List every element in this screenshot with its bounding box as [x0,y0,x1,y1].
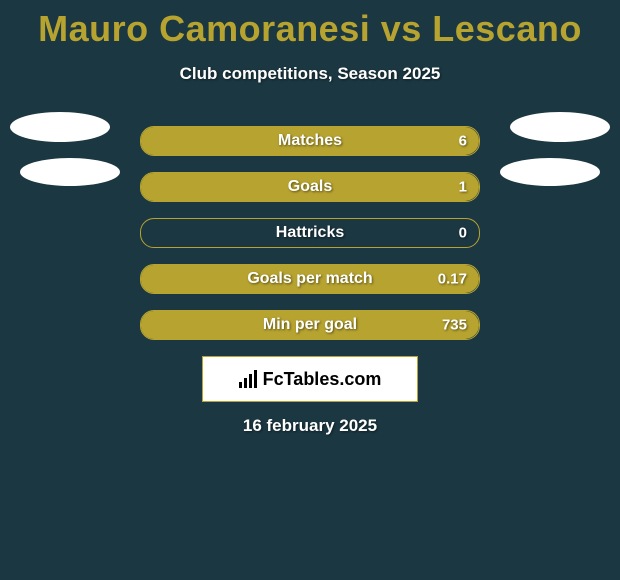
page-title: Mauro Camoranesi vs Lescano [0,0,620,50]
avatar-shadow-2 [500,158,600,186]
branding-badge: FcTables.com [202,356,418,402]
stat-bars: Matches 6 Goals 1 Hattricks 0 Goals per match 0… [140,126,480,340]
stat-row: Matches 6 [140,126,480,156]
stat-row: Hattricks 0 [140,218,480,248]
stat-label: Min per goal [263,316,357,334]
branding-text: FcTables.com [263,369,382,390]
stats-area: Matches 6 Goals 1 Hattricks 0 Goals per match 0… [0,126,620,340]
stat-value-right: 0 [459,225,467,242]
stat-label: Matches [278,132,342,150]
avatar-player-2 [510,112,610,142]
stat-row: Goals 1 [140,172,480,202]
stat-label: Goals per match [247,270,372,288]
stat-value-right: 735 [442,317,467,334]
bar-chart-icon [239,370,257,388]
stat-value-right: 6 [459,133,467,150]
comparison-infographic: Mauro Camoranesi vs Lescano Club competi… [0,0,620,580]
avatar-shadow-1 [20,158,120,186]
avatar-player-1 [10,112,110,142]
stat-row: Min per goal 735 [140,310,480,340]
stat-value-right: 1 [459,179,467,196]
date: 16 february 2025 [0,416,620,436]
stat-row: Goals per match 0.17 [140,264,480,294]
stat-value-right: 0.17 [438,271,467,288]
stat-label: Goals [288,178,332,196]
subtitle: Club competitions, Season 2025 [0,64,620,84]
stat-label: Hattricks [276,224,344,242]
